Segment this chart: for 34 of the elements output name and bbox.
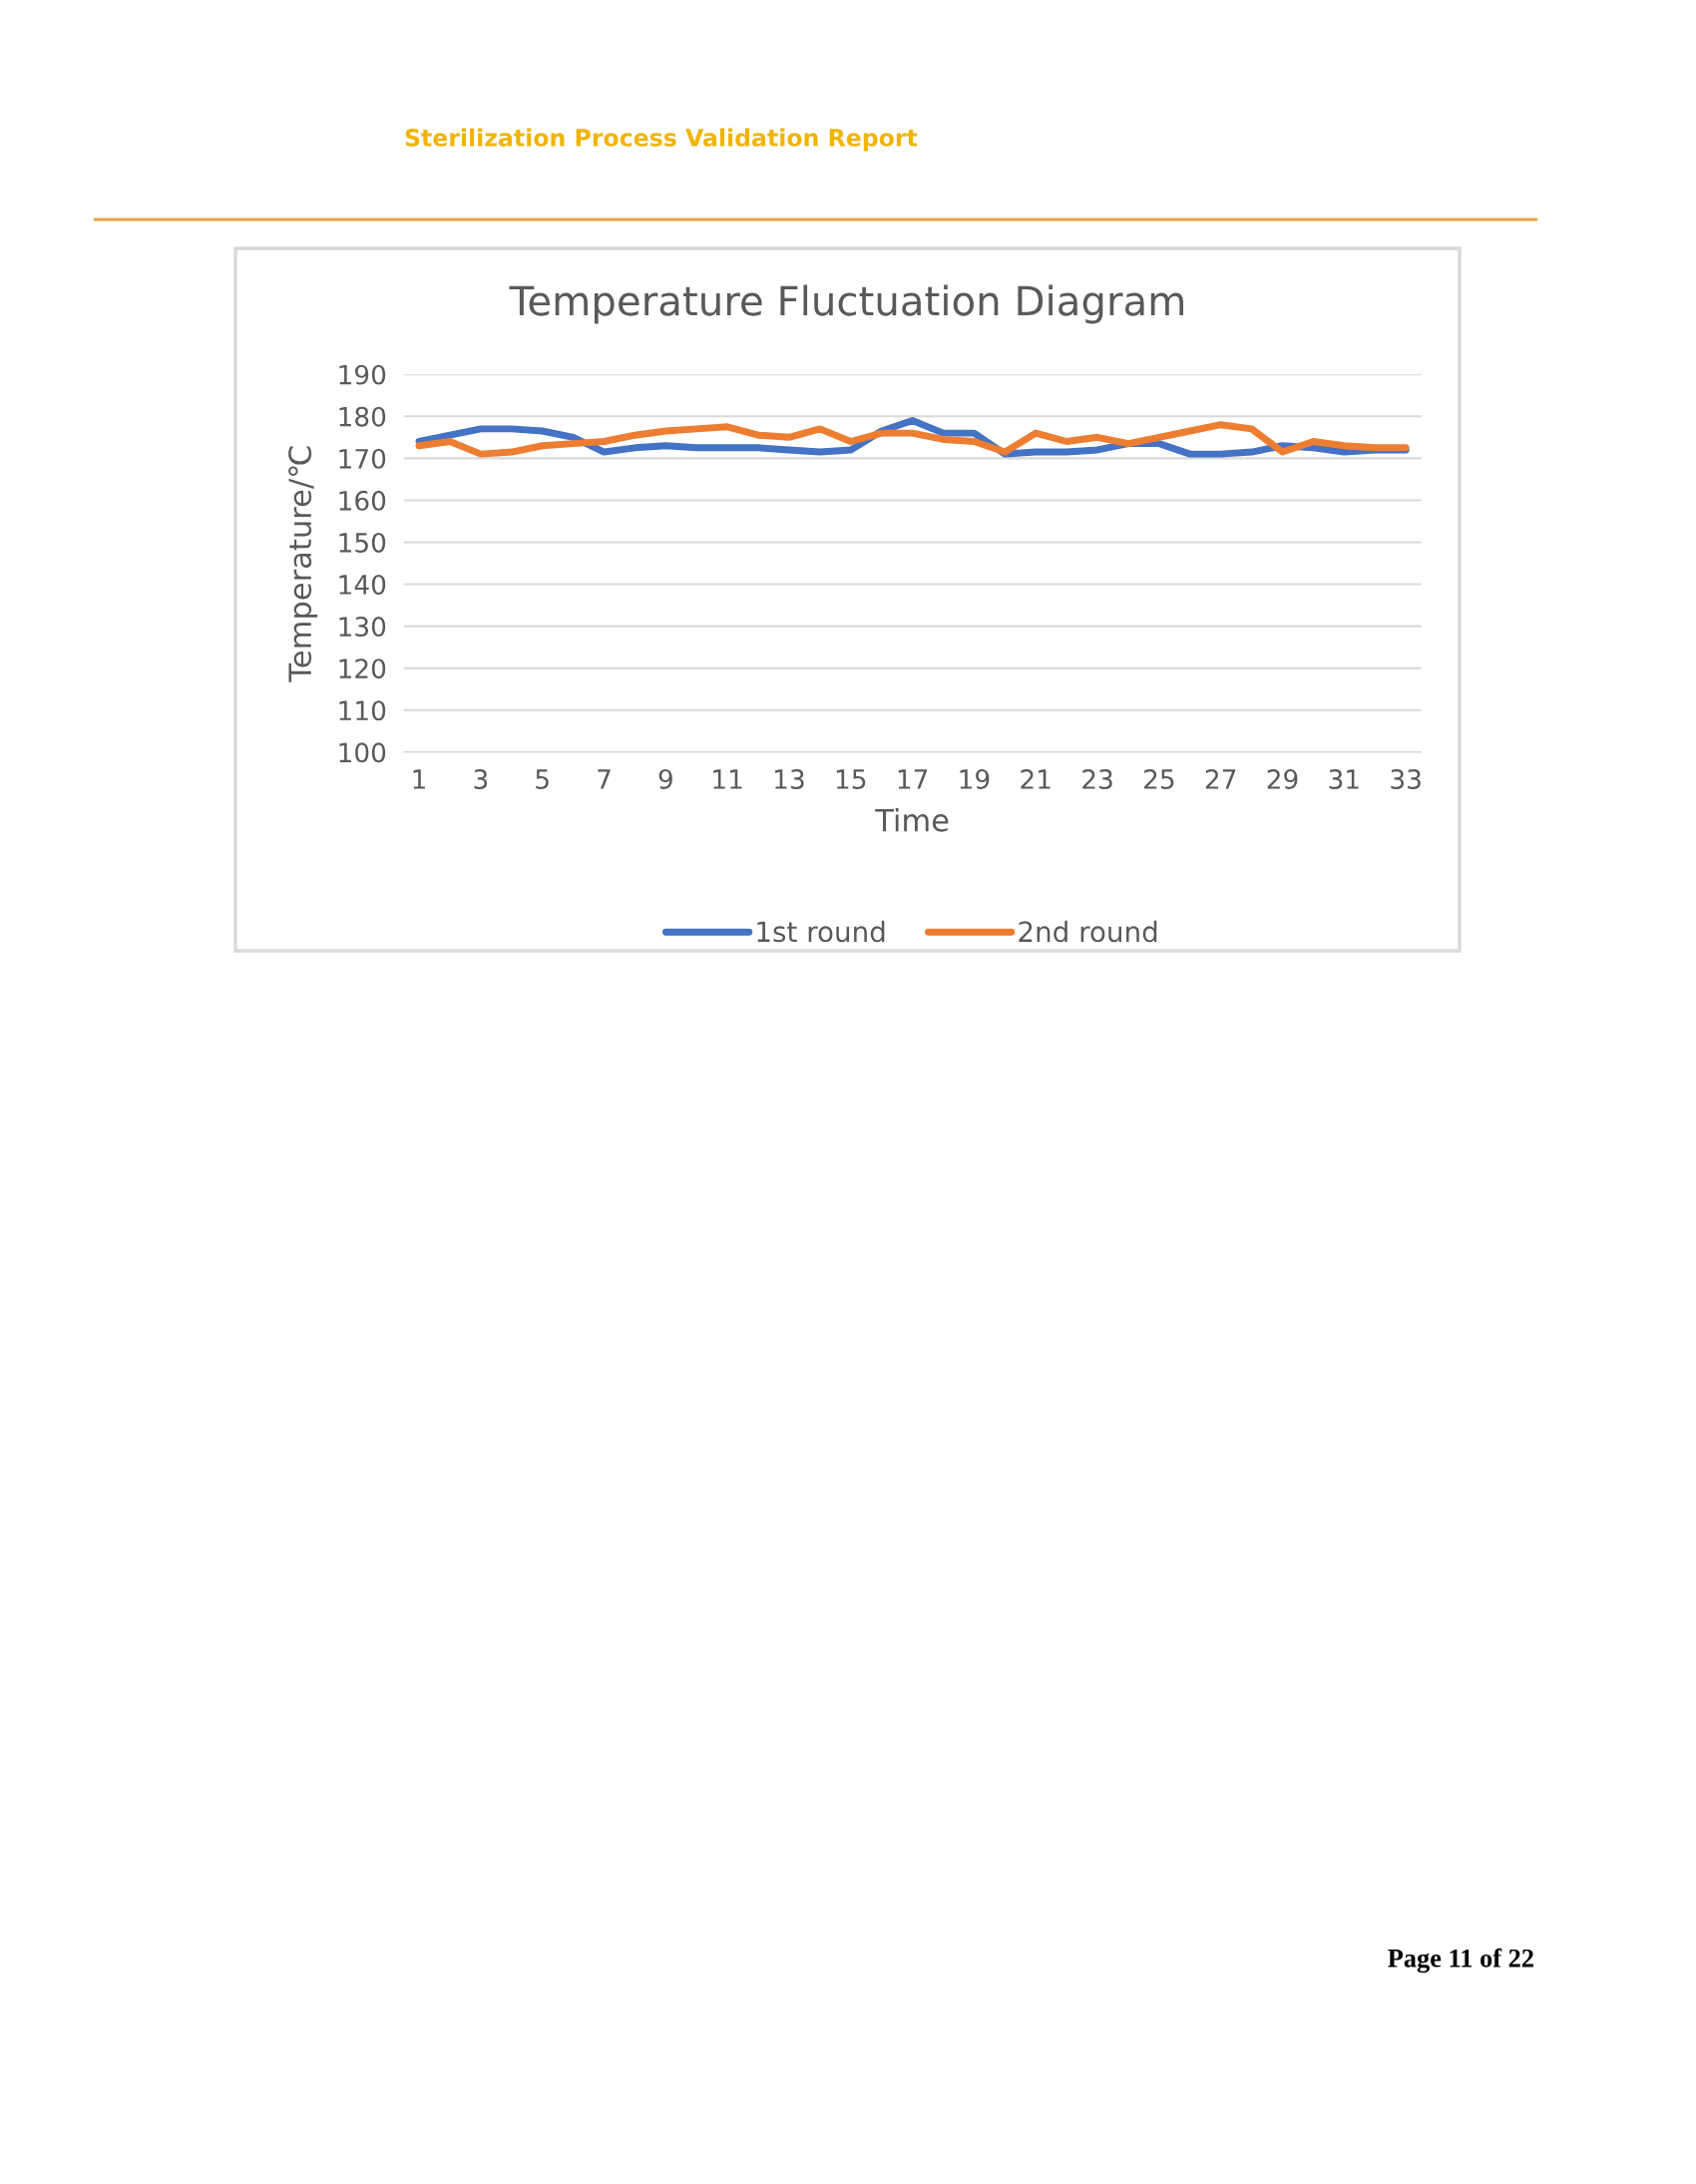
x-tick-label: 19 <box>960 769 990 789</box>
x-tick-label: 13 <box>775 769 804 789</box>
y-tick-label: 180 <box>339 406 386 427</box>
x-tick-label: 17 <box>898 769 928 789</box>
x-tick-label: 3 <box>474 769 488 789</box>
x-tick-label: 5 <box>536 769 549 789</box>
y-tick-label: 130 <box>339 617 386 638</box>
x-tick-label: 31 <box>1329 769 1359 789</box>
x-tick-label: 15 <box>836 769 866 789</box>
legend-label: 2nd round <box>1019 920 1157 943</box>
y-tick-label: 170 <box>339 448 386 469</box>
y-tick-label: 100 <box>339 742 386 763</box>
y-axis-title: Temperature/℃ <box>288 446 318 682</box>
x-axis-title: Time <box>875 807 949 832</box>
x-tick-label: 33 <box>1391 769 1421 789</box>
x-tick-label: 1 <box>413 769 426 789</box>
y-tick-label: 120 <box>339 658 386 679</box>
y-tick-label: 110 <box>339 700 386 721</box>
x-tick-label: 27 <box>1205 769 1236 789</box>
chart-title: Temperature Fluctuation Diagram <box>509 284 1183 324</box>
x-tick-label: 21 <box>1021 769 1051 789</box>
x-tick-label: 9 <box>658 769 672 789</box>
y-tick-label: 150 <box>339 532 386 553</box>
text: Page 11 of 22 <box>1388 1948 1533 1973</box>
legend-label: 1st round <box>757 920 885 943</box>
y-tick-label: 140 <box>339 575 386 595</box>
y-tick-label: 190 <box>339 364 386 385</box>
y-tick-label: 160 <box>339 490 386 511</box>
text: Sterilization Process Validation Report <box>405 128 918 152</box>
x-tick-label: 7 <box>598 769 611 789</box>
x-tick-label: 23 <box>1082 769 1112 789</box>
x-tick-label: 11 <box>713 769 742 789</box>
x-tick-label: 29 <box>1267 769 1298 789</box>
x-tick-label: 25 <box>1144 769 1174 789</box>
